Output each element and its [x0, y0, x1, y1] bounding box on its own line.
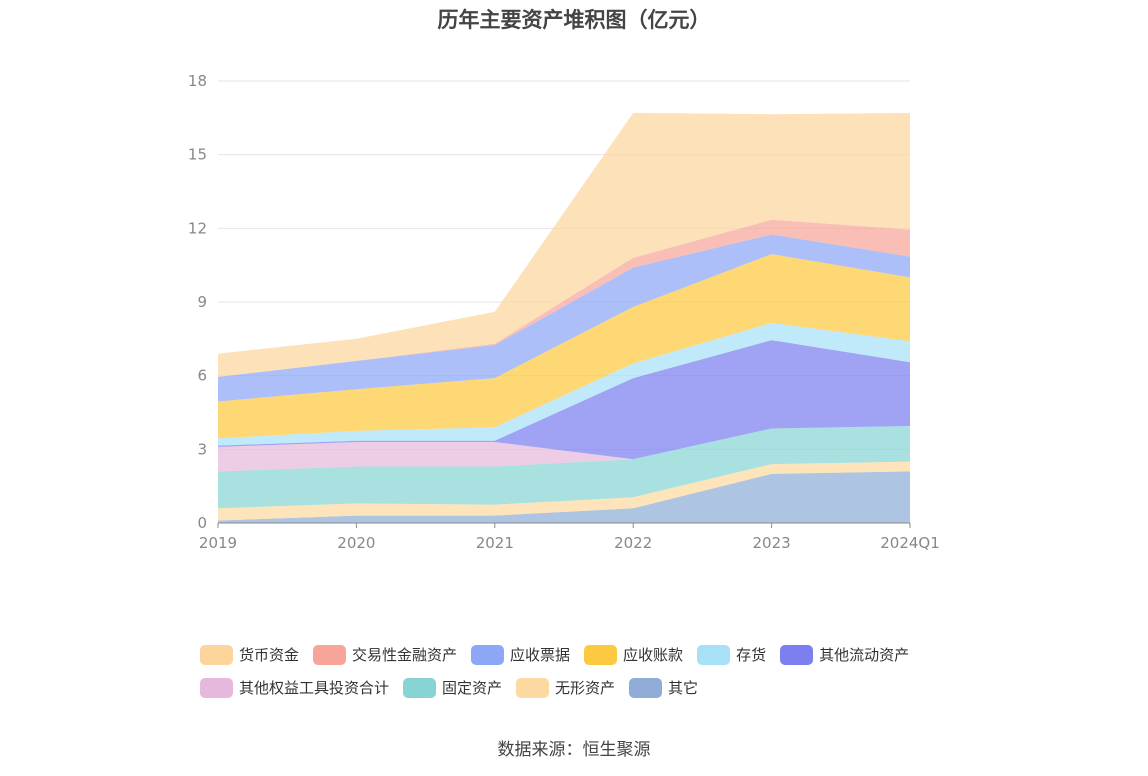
- legend-row: 货币资金 交易性金融资产 应收票据 应收账款 存货 其他流动资产: [200, 638, 980, 671]
- legend: 货币资金 交易性金融资产 应收票据 应收账款 存货 其他流动资产其他权益工具投资合计 固定资…: [200, 638, 980, 704]
- y-tick-label: 15: [188, 146, 207, 164]
- legend-swatch: [516, 678, 549, 698]
- y-tick-label: 18: [188, 72, 207, 90]
- legend-label: 应收账款: [623, 644, 683, 665]
- legend-swatch: [584, 645, 617, 665]
- legend-item[interactable]: 其它: [629, 677, 698, 698]
- legend-label: 存货: [736, 644, 766, 665]
- legend-item[interactable]: 应收票据: [471, 644, 570, 665]
- legend-swatch: [471, 645, 504, 665]
- legend-item[interactable]: 交易性金融资产: [313, 644, 457, 665]
- x-tick-label: 2024Q1: [880, 534, 940, 552]
- y-tick-label: 9: [197, 293, 207, 311]
- legend-label: 其它: [668, 677, 698, 698]
- y-tick-label: 3: [197, 440, 207, 458]
- legend-item[interactable]: 其他权益工具投资合计: [200, 677, 389, 698]
- x-tick-label: 2022: [614, 534, 652, 552]
- legend-label: 交易性金融资产: [352, 644, 457, 665]
- legend-swatch: [403, 678, 436, 698]
- legend-item[interactable]: 其他流动资产: [780, 644, 909, 665]
- area-series: [218, 113, 910, 523]
- y-tick-label: 12: [188, 219, 207, 237]
- legend-swatch: [780, 645, 813, 665]
- y-tick-label: 0: [197, 514, 207, 532]
- legend-swatch: [629, 678, 662, 698]
- x-tick-label: 2019: [199, 534, 237, 552]
- legend-item[interactable]: 应收账款: [584, 644, 683, 665]
- y-tick-label: 6: [197, 367, 207, 385]
- x-tick-label: 2021: [476, 534, 514, 552]
- legend-label: 应收票据: [510, 644, 570, 665]
- legend-row: 其他权益工具投资合计 固定资产 无形资产 其它: [200, 671, 980, 704]
- legend-label: 固定资产: [442, 677, 502, 698]
- legend-swatch: [200, 678, 233, 698]
- legend-label: 无形资产: [555, 677, 615, 698]
- legend-item[interactable]: 无形资产: [516, 677, 615, 698]
- legend-item[interactable]: 存货: [697, 644, 766, 665]
- legend-swatch: [313, 645, 346, 665]
- legend-label: 货币资金: [239, 644, 299, 665]
- stacked-area-chart: 0 3 6 9 12 15 18 2019 2020 2021 2022 2023 2024Q1: [0, 0, 1148, 620]
- legend-swatch: [200, 645, 233, 665]
- legend-label: 其他权益工具投资合计: [239, 677, 389, 698]
- legend-swatch: [697, 645, 730, 665]
- legend-item[interactable]: 货币资金: [200, 644, 299, 665]
- legend-item[interactable]: 固定资产: [403, 677, 502, 698]
- source-note: 数据来源：恒生聚源: [0, 735, 1148, 760]
- x-tick-label: 2023: [753, 534, 791, 552]
- x-tick-label: 2020: [337, 534, 375, 552]
- legend-label: 其他流动资产: [819, 644, 909, 665]
